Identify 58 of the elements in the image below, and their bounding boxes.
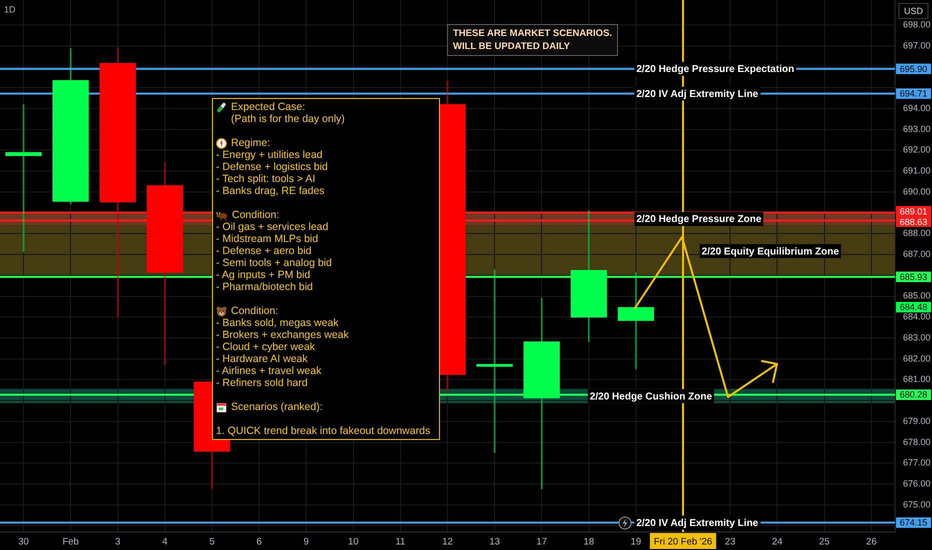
annotation: 685.93	[900, 272, 928, 282]
y-tick-label: 688.00	[903, 228, 931, 238]
y-tick-label: 678.00	[903, 436, 931, 447]
y-tick-label: 675.00	[903, 499, 931, 510]
ref-line-label: 2/20 IV Adj Extremity Line	[636, 518, 759, 529]
x-tick-label: 9	[304, 536, 309, 548]
x-tick-label: 13	[489, 536, 500, 548]
annotation: 694.71	[900, 88, 928, 99]
y-tick-label: 694.00	[903, 102, 931, 113]
y-tick-label: 683.00	[903, 332, 931, 342]
x-tick-label: 10	[348, 536, 359, 548]
x-tick-label: 23	[724, 536, 736, 548]
y-tick-label: 682.00	[903, 353, 931, 364]
x-tick-label: 18	[584, 536, 594, 548]
y-tick-label: 693.00	[903, 124, 931, 134]
candlestick	[5, 104, 42, 252]
x-tick-label: 5	[209, 536, 215, 548]
y-tick-label: 681.00	[903, 374, 931, 384]
x-tick-label: Fri 20 Feb '26	[654, 536, 712, 548]
annotation: 684.48	[900, 302, 928, 312]
y-tick-label: 685.00	[903, 290, 931, 301]
y-tick-label: 697.00	[903, 40, 931, 50]
x-tick-label: 3	[115, 536, 120, 548]
band-label: 2/20 Hedge Cushion Zone	[590, 391, 712, 402]
y-tick-label: 690.00	[903, 186, 931, 196]
x-tick-label: 17	[536, 536, 547, 548]
ref-line-label: 2/20 IV Adj Extremity Line	[636, 88, 759, 100]
annotation: 689.01	[900, 206, 928, 216]
text: 1D	[4, 4, 16, 14]
x-tick-label: 19	[630, 536, 642, 548]
y-tick-label: 692.00	[903, 144, 931, 155]
annotation: 688.63	[900, 216, 928, 227]
y-tick-label: 677.00	[903, 458, 931, 468]
annotation: 695.90	[900, 64, 928, 74]
annotation: 680.28	[900, 390, 928, 400]
y-axis-title: USD	[904, 6, 924, 16]
y-tick-label: 684.00	[903, 312, 931, 322]
x-tick-label: 11	[395, 536, 406, 548]
x-tick-label: 6	[256, 536, 262, 548]
x-tick-label: Feb	[62, 536, 79, 548]
y-tick-label: 691.00	[903, 166, 931, 176]
candlestick	[618, 272, 654, 370]
y-tick-label: 698.00	[903, 20, 931, 30]
ref-line-label: 2/20 Hedge Pressure Expectation	[636, 64, 794, 76]
y-tick-label: 687.00	[903, 249, 931, 260]
y-tick-label: 676.00	[903, 478, 931, 488]
x-tick-label: 26	[866, 536, 877, 548]
x-tick-label: 30	[18, 536, 29, 548]
annotation: THESE ARE MARKET SCENARIOS. WILL BE UPDATED DAILY	[453, 27, 612, 53]
x-tick-label: 25	[819, 536, 830, 548]
x-tick-label: 12	[442, 536, 453, 548]
band-label: 2/20 Equity Equilibrium Zone	[702, 246, 840, 258]
x-tick-label: 24	[772, 536, 783, 548]
text: Expected Case: (Path is for the day only) Regime: - Energy + utilities lead - Defense + logistics bid - Tech split: tools > AI - Banks drag, RE fades Condition: - Oil gas + services lead - Midstream MLPs bid - Defense + aero bid - Semi tools + analog bid - Ag inputs + PM bid - Pharma/biotech bid Condition: - Banks sold, megas weak - Brokers + exchanges weak - Cloud + cyber weak - Hardware AI weak - Airlines + travel weak - Refiners sold hard Scenarios (ranked): 1. QUICK trend break into fakeout downwards	[216, 101, 430, 437]
annotation: 674.15	[900, 518, 928, 528]
y-tick-label: 679.00	[903, 416, 931, 426]
x-tick-label: 4	[162, 536, 168, 548]
band-label: 2/20 Hedge Pressure Zone	[636, 214, 762, 226]
